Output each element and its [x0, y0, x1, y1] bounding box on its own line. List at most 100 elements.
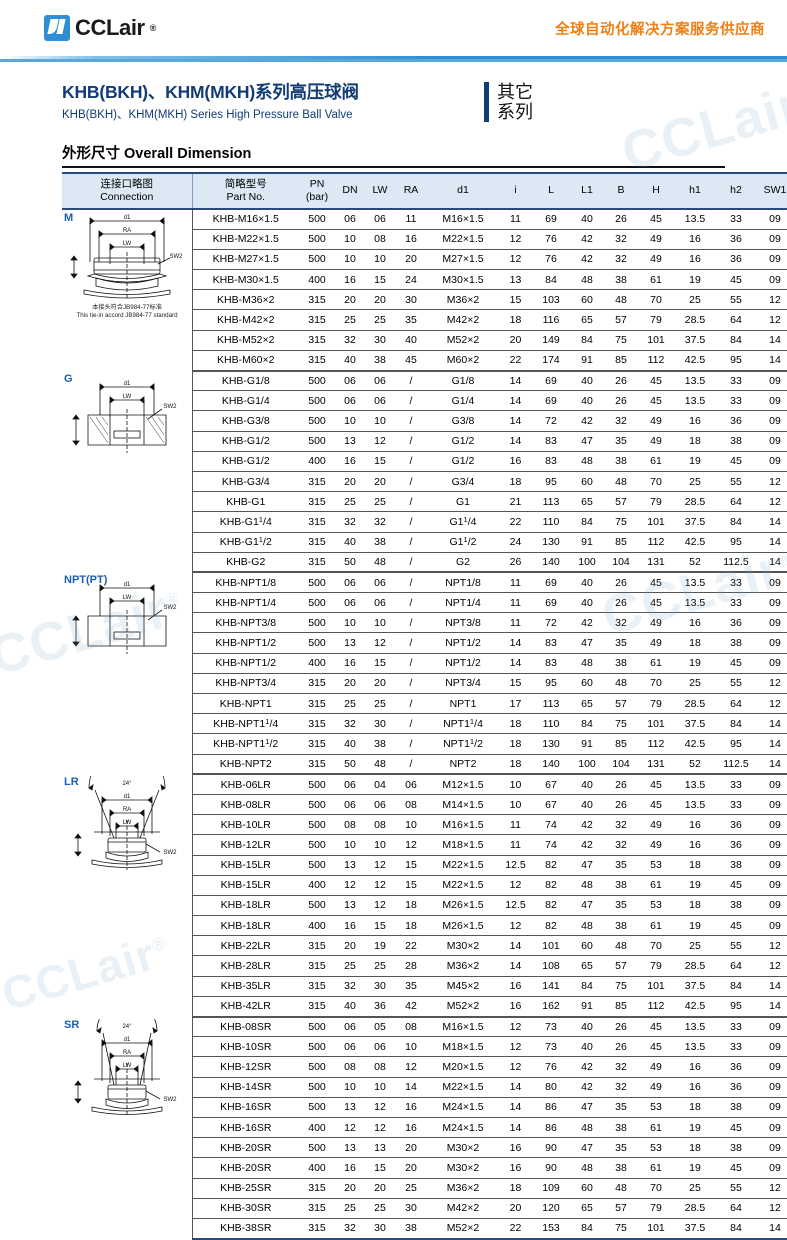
cell-sw1: 09	[756, 390, 787, 412]
cell-l1: 48	[570, 1157, 604, 1179]
cell-h2: 45	[716, 915, 756, 937]
connection-diagram-cell-g: G d1 LW SW2	[62, 370, 193, 573]
connection-group-label: SR	[64, 1018, 80, 1031]
cell-h2: 64	[716, 491, 756, 513]
cell-i: 18	[499, 1178, 532, 1199]
cell-i: 18	[499, 713, 532, 735]
cell-h1: 13.5	[674, 1016, 716, 1038]
series-badge-line2: 系列	[497, 102, 533, 123]
cell-l1: 47	[570, 431, 604, 452]
cell-i: 17	[499, 693, 532, 715]
cell-ra: 18	[395, 895, 427, 917]
cell-l: 82	[532, 875, 570, 896]
cell-h1: 13.5	[674, 1036, 716, 1058]
cell-b: 104	[604, 552, 638, 574]
cell-l1: 42	[570, 249, 604, 271]
cell-lw: 13	[365, 1137, 395, 1159]
cell-h1: 52	[674, 754, 716, 776]
cell-i: 22	[499, 350, 532, 372]
cell-l1: 60	[570, 471, 604, 493]
cell-h2: 45	[716, 269, 756, 291]
cell-l: 113	[532, 693, 570, 715]
cell-part-no: KHB-G2	[192, 552, 299, 574]
cell-ra: /	[395, 653, 427, 674]
cell-l1: 65	[570, 693, 604, 715]
cell-ra: 25	[395, 1178, 427, 1199]
cell-part-no: KHB-M36×2	[192, 289, 299, 311]
cell-l: 153	[532, 1218, 570, 1240]
cell-h: 61	[638, 653, 674, 674]
cell-sw1: 09	[756, 451, 787, 472]
cell-l1: 42	[570, 229, 604, 250]
cell-d1: M16×1.5	[427, 209, 499, 230]
cell-b: 32	[604, 410, 638, 432]
cell-b: 38	[604, 451, 638, 472]
cell-dn: 12	[335, 1117, 365, 1139]
cell-pn: 500	[299, 592, 335, 614]
cell-l1: 42	[570, 1056, 604, 1078]
cell-h2: 36	[716, 229, 756, 250]
cell-h: 49	[638, 229, 674, 250]
cell-h2: 36	[716, 814, 756, 836]
cell-i: 20	[499, 1198, 532, 1219]
cell-sw1: 09	[756, 794, 787, 816]
cell-h: 79	[638, 309, 674, 331]
cell-h: 49	[638, 632, 674, 654]
cell-pn: 400	[299, 1117, 335, 1139]
page-header: CCLair ® 全球自动化解决方案服务供应商	[0, 0, 787, 62]
cell-ra: 08	[395, 794, 427, 816]
cell-part-no: KHB-G1	[192, 491, 299, 513]
svg-text:LW: LW	[123, 595, 132, 601]
cell-i: 16	[499, 1157, 532, 1179]
cell-ra: /	[395, 733, 427, 755]
cell-d1: NPT1	[427, 693, 499, 715]
cell-lw: 30	[365, 1218, 395, 1240]
cell-dn: 13	[335, 632, 365, 654]
cell-d1: M22×1.5	[427, 229, 499, 250]
cell-dn: 16	[335, 915, 365, 937]
cell-pn: 500	[299, 632, 335, 654]
cell-l1: 60	[570, 1178, 604, 1199]
cell-l: 80	[532, 1077, 570, 1098]
cell-h2: 84	[716, 976, 756, 997]
cell-i: 12	[499, 1016, 532, 1038]
table-row: KHB-15LR 400 12 12 15 M22×1.5 12 82 48 38 61 19 45 09…	[62, 875, 787, 896]
cell-dn: 06	[335, 209, 365, 230]
cell-ra: 20	[395, 1137, 427, 1159]
cell-h2: 33	[716, 592, 756, 614]
table-row: KHB-22LR315201922M30×2141016048702555124…	[62, 935, 787, 957]
cell-dn: 16	[335, 269, 365, 291]
cell-h2: 55	[716, 935, 756, 957]
cell-l1: 47	[570, 855, 604, 876]
cell-h1: 19	[674, 1157, 716, 1179]
cell-lw: 30	[365, 976, 395, 997]
svg-text:SW2: SW2	[163, 605, 177, 611]
cell-part-no: KHB-G1/2	[192, 431, 299, 452]
cell-i: 13	[499, 269, 532, 291]
cell-h1: 13.5	[674, 794, 716, 816]
cell-lw: 10	[365, 1077, 395, 1098]
cell-lw: 25	[365, 491, 395, 513]
cell-h: 61	[638, 1157, 674, 1179]
cell-h: 61	[638, 269, 674, 291]
standard-note-en: This tie-in accord JB984-77 standard	[76, 311, 178, 319]
cell-l: 67	[532, 794, 570, 816]
cell-h2: 33	[716, 794, 756, 816]
cell-d1: M14×1.5	[427, 794, 499, 816]
cell-h2: 95	[716, 350, 756, 372]
cell-d1: M16×1.5	[427, 814, 499, 836]
cell-h: 49	[638, 1077, 674, 1098]
cell-b: 38	[604, 653, 638, 674]
svg-text:24°: 24°	[122, 781, 132, 787]
cell-h: 61	[638, 915, 674, 937]
cell-sw1: 09	[756, 431, 787, 452]
cell-h2: 95	[716, 733, 756, 755]
cell-ra: 16	[395, 1097, 427, 1118]
cell-pn: 500	[299, 794, 335, 816]
connection-group-label: LR	[64, 776, 79, 789]
cell-b: 85	[604, 532, 638, 553]
cell-h1: 37.5	[674, 1218, 716, 1240]
svg-text:SW2: SW2	[163, 850, 177, 856]
cell-dn: 32	[335, 713, 365, 735]
cell-lw: 48	[365, 552, 395, 574]
